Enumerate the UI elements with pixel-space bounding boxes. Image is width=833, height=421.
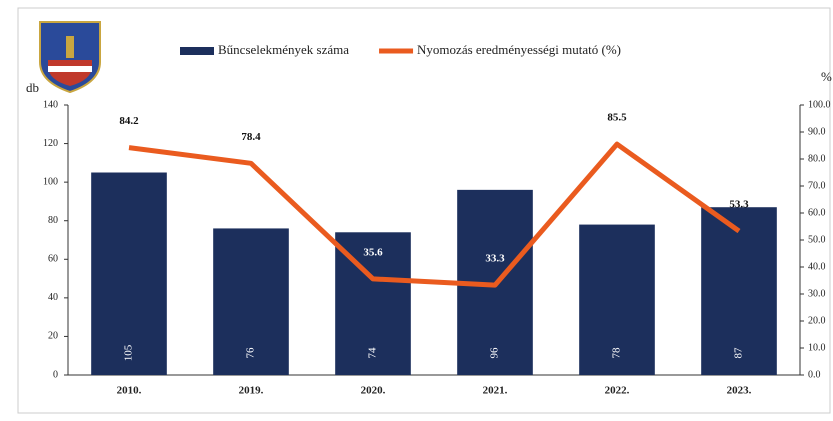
y2-tick-label: 90.0: [808, 126, 826, 137]
y-tick-label: 40: [48, 292, 58, 303]
line-value-label: 33.3: [485, 253, 505, 265]
y2-tick-label: 0.0: [808, 369, 821, 380]
x-tick-label: 2019.: [239, 385, 264, 397]
x-tick-label: 2021.: [483, 385, 508, 397]
line-value-label: 53.3: [729, 199, 749, 211]
x-tick-label: 2023.: [727, 385, 752, 397]
bar-value-label: 78: [611, 347, 623, 359]
y-axis-label: db: [26, 80, 39, 95]
bar-value-label: 74: [367, 347, 379, 359]
bar-value-label: 87: [733, 347, 745, 359]
bar-value-label: 105: [123, 344, 135, 361]
y-tick-label: 0: [53, 369, 58, 380]
y2-tick-label: 30.0: [808, 288, 826, 299]
bar: [91, 173, 167, 376]
y-tick-label: 120: [43, 138, 58, 149]
y-tick-label: 60: [48, 254, 58, 265]
y2-tick-label: 70.0: [808, 180, 826, 191]
legend-label: Bűncselekmények száma: [218, 42, 349, 57]
y2-tick-label: 50.0: [808, 234, 826, 245]
bar-value-label: 96: [489, 347, 501, 359]
y-tick-label: 20: [48, 331, 58, 342]
x-tick-label: 2022.: [605, 385, 630, 397]
logo: [40, 22, 100, 92]
line-value-label: 85.5: [607, 112, 627, 124]
legend-label: Nyomozás eredményességi mutató (%): [417, 42, 621, 57]
y-tick-label: 80: [48, 215, 58, 226]
line-value-label: 35.6: [363, 246, 383, 258]
y-tick-label: 140: [43, 99, 58, 110]
chart: db % 0 20 40 60 80 100 120 140 0.0 10.0 20.0 30.0 40…: [0, 0, 833, 421]
legend-swatch: [180, 47, 214, 55]
y2-tick-label: 40.0: [808, 261, 826, 272]
y2-tick-label: 60.0: [808, 207, 826, 218]
x-tick-label: 2020.: [361, 385, 386, 397]
y-tick-label: 100: [43, 176, 58, 187]
y2-tick-label: 10.0: [808, 342, 826, 353]
y2-tick-label: 20.0: [808, 315, 826, 326]
y2-tick-label: 80.0: [808, 153, 826, 164]
bar-value-label: 76: [245, 347, 257, 359]
line-value-label: 78.4: [241, 131, 261, 143]
y2-tick-label: 100.0: [808, 99, 831, 110]
y2-axis-label: %: [821, 69, 832, 84]
x-tick-label: 2010.: [117, 385, 142, 397]
line-value-label: 84.2: [119, 115, 139, 127]
